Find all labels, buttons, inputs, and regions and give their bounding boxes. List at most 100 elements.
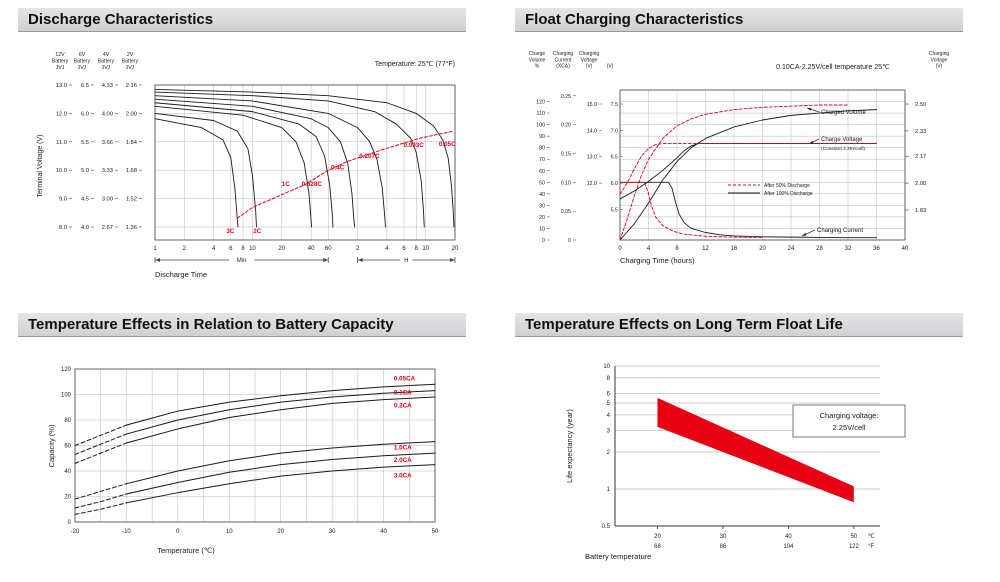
svg-text:Battery: Battery [52,59,69,65]
svg-text:122: 122 [849,544,860,550]
svg-text:1.52: 1.52 [126,197,137,203]
svg-text:2.67: 2.67 [102,225,113,231]
svg-text:14.0: 14.0 [587,128,597,134]
svg-text:℃: ℃ [868,534,875,540]
svg-text:JVJ: JVJ [126,65,135,71]
svg-text:50: 50 [850,534,857,540]
svg-text:10: 10 [249,246,256,252]
svg-text:8: 8 [675,246,679,252]
svg-text:Battery temperature: Battery temperature [585,552,651,561]
section-header-float-charging: Float Charging Characteristics [515,8,963,32]
svg-text:6.0: 6.0 [81,111,89,117]
svg-text:20: 20 [452,246,459,252]
svg-text:80: 80 [539,146,545,152]
svg-text:20: 20 [654,534,661,540]
svg-text:1.36: 1.36 [126,225,137,231]
svg-text:12.0: 12.0 [56,111,67,117]
svg-text:0.20: 0.20 [561,123,571,129]
svg-text:120: 120 [536,100,545,106]
svg-text:4: 4 [385,246,389,252]
svg-text:(V): (V) [607,64,614,70]
svg-text:Charged Volume: Charged Volume [821,110,866,116]
svg-text:JVJ: JVJ [56,65,65,71]
svg-text:13.0: 13.0 [587,155,597,161]
svg-text:Charge: Charge [529,51,546,57]
svg-text:0.10CA-2.25V/cell temperature: 0.10CA-2.25V/cell temperature 25℃ [776,64,890,71]
svg-text:1: 1 [607,487,611,493]
svg-text:8: 8 [415,246,419,252]
svg-text:Min: Min [237,258,247,264]
section-title-float-life: Temperature Effects on Long Term Float L… [525,316,843,333]
svg-text:100: 100 [536,123,545,129]
section-title-float-charging: Float Charging Characteristics [525,11,744,28]
svg-text:JVJ: JVJ [78,65,87,71]
svg-text:8: 8 [241,246,245,252]
svg-text:10: 10 [226,529,233,535]
svg-text:0.093C: 0.093C [403,142,424,149]
svg-text:20: 20 [277,529,284,535]
svg-text:3C: 3C [226,228,235,235]
temperature-capacity-chart: 0 20 40 60 80 100 120 -20 -10 0 10 20 30 40 50 Capacity… [47,367,439,555]
svg-text:0.10: 0.10 [561,180,571,186]
svg-text:(Constant 2.25v/cell): (Constant 2.25v/cell) [821,146,865,152]
svg-text:6: 6 [402,246,406,252]
svg-text:7.5: 7.5 [611,102,618,108]
svg-text:4.33: 4.33 [102,83,113,89]
svg-text:40: 40 [785,534,792,540]
svg-text:70: 70 [539,157,545,163]
svg-text:1.83: 1.83 [915,208,926,214]
svg-text:20: 20 [64,495,71,501]
svg-text:0: 0 [618,246,622,252]
svg-text:Charging: Charging [929,51,950,57]
float-charging-chart: ChargeVolume%120110100908070605040302010… [529,51,950,265]
section-header-float-life: Temperature Effects on Long Term Float L… [515,313,963,337]
svg-text:2.16: 2.16 [126,83,137,89]
svg-text:2.25V/cell: 2.25V/cell [833,423,866,432]
svg-text:40: 40 [539,192,545,198]
svg-text:(V): (V) [586,64,593,70]
svg-text:32: 32 [845,246,852,252]
svg-text:50: 50 [432,529,439,535]
svg-text:Charging voltage:: Charging voltage: [820,411,879,420]
svg-text:Charging Time (hours): Charging Time (hours) [620,256,695,265]
svg-text:0.05: 0.05 [561,209,571,215]
section-header-temp-capacity: Temperature Effects in Relation to Batte… [18,313,466,337]
svg-text:2: 2 [356,246,360,252]
svg-text:5.5: 5.5 [611,207,618,213]
svg-text:20: 20 [278,246,285,252]
svg-text:4.00: 4.00 [102,111,113,117]
svg-text:0.15: 0.15 [561,151,571,157]
svg-text:0.5: 0.5 [602,524,611,530]
svg-text:Charging: Charging [553,51,574,57]
svg-text:12: 12 [702,246,709,252]
svg-text:0.207C: 0.207C [359,153,380,160]
svg-text:36: 36 [873,246,880,252]
svg-text:4.5: 4.5 [81,197,89,203]
svg-text:1: 1 [153,246,157,252]
svg-text:0.628C: 0.628C [302,181,323,188]
svg-text:2V: 2V [127,52,134,58]
svg-text:40: 40 [64,469,71,475]
svg-text:60: 60 [325,246,332,252]
svg-text:Volume: Volume [529,57,546,63]
svg-text:Life expectancy (year): Life expectancy (year) [565,409,574,483]
svg-text:3.66: 3.66 [102,140,113,146]
svg-text:0: 0 [568,238,571,244]
svg-text:Battery: Battery [74,59,91,65]
svg-text:6.5: 6.5 [81,83,89,89]
svg-text:JVJ: JVJ [102,65,111,71]
svg-text:3.00: 3.00 [102,197,113,203]
svg-text:8.0: 8.0 [59,225,67,231]
svg-text:1.84: 1.84 [126,140,138,146]
svg-text:60: 60 [64,444,71,450]
svg-text:10: 10 [603,364,610,370]
svg-text:0.2CA: 0.2CA [394,402,412,409]
svg-text:0.25: 0.25 [561,94,571,100]
svg-text:90: 90 [539,134,545,140]
svg-text:4.0: 4.0 [81,225,89,231]
svg-text:Terminal Voltage (V): Terminal Voltage (V) [37,134,44,197]
svg-text:Charge Voltage: Charge Voltage [821,137,863,143]
svg-text:Charging: Charging [579,51,600,57]
svg-text:11.0: 11.0 [56,140,67,146]
